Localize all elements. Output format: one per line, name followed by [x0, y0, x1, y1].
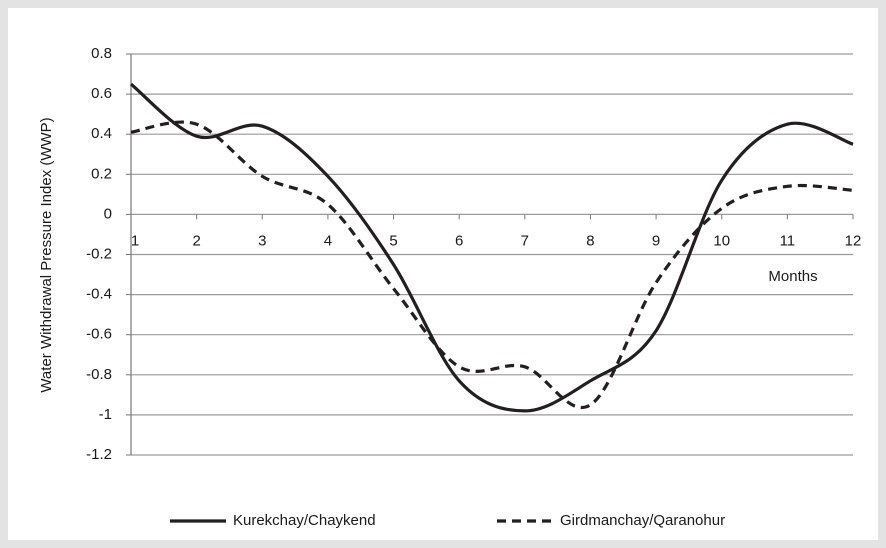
y-tick-label: -0.6 — [86, 326, 112, 343]
y-tick-label: 0.8 — [91, 45, 112, 62]
y-tick-label: 0.2 — [91, 165, 112, 182]
y-tick-label: 0.4 — [91, 125, 112, 142]
x-tick-label: 4 — [324, 232, 332, 249]
x-tick-label: 11 — [780, 232, 796, 249]
y-tick-label: 0.6 — [91, 85, 112, 102]
x-axis-label: Months — [768, 268, 817, 285]
y-tick-label: -0.4 — [86, 286, 112, 303]
x-tick-label: 1 — [131, 232, 139, 249]
x-tick-label: 10 — [713, 232, 730, 249]
x-tick-label: 9 — [652, 232, 660, 249]
x-tick-label: 2 — [192, 232, 200, 249]
y-axis-label: Water Withdrawal Pressure Index (WWP) — [38, 117, 55, 392]
x-tick-label: 3 — [258, 232, 266, 249]
legend-label: Girdmanchay/Qaranohur — [560, 512, 725, 529]
x-tick-label: 6 — [455, 232, 463, 249]
x-tick-label: 7 — [521, 232, 529, 249]
series-line — [129, 82, 854, 413]
y-tick-label: 0 — [104, 205, 112, 222]
x-tick-label: 12 — [845, 232, 862, 249]
x-tick-label: 5 — [389, 232, 397, 249]
y-tick-label: -0.8 — [86, 366, 112, 383]
y-tick-label: -1.2 — [86, 446, 112, 463]
y-tick-label: -0.2 — [86, 245, 112, 262]
legend-label: Kurekchay/Chaykend — [233, 512, 376, 529]
series-line — [130, 120, 854, 409]
y-tick-label: -1 — [99, 406, 112, 423]
x-tick-label: 8 — [586, 232, 594, 249]
